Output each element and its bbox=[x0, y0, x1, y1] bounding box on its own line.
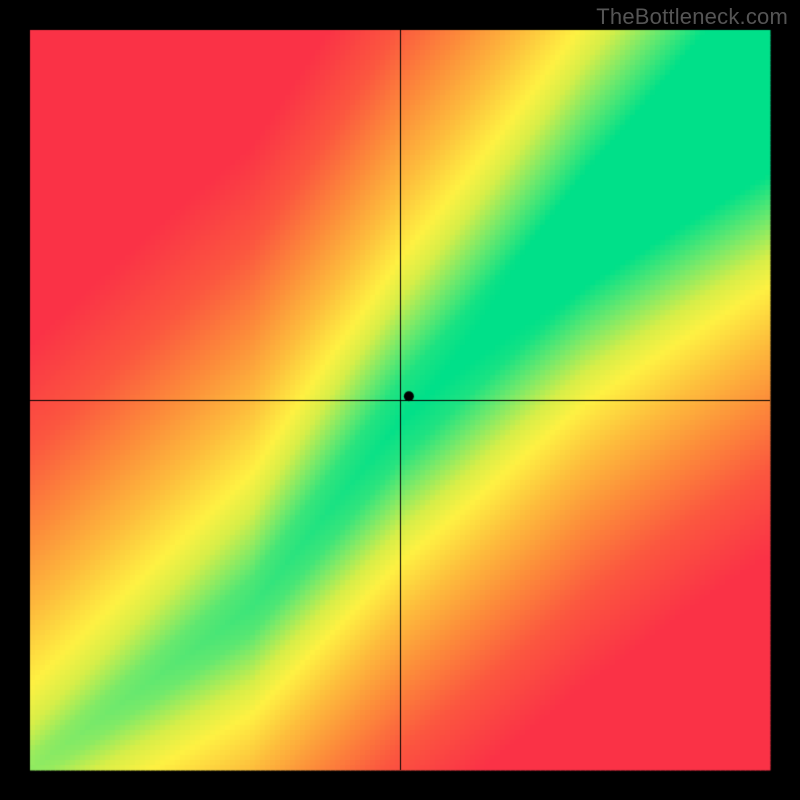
chart-container: TheBottleneck.com bbox=[0, 0, 800, 800]
bottleneck-heatmap bbox=[0, 0, 800, 800]
watermark-text: TheBottleneck.com bbox=[596, 4, 788, 30]
